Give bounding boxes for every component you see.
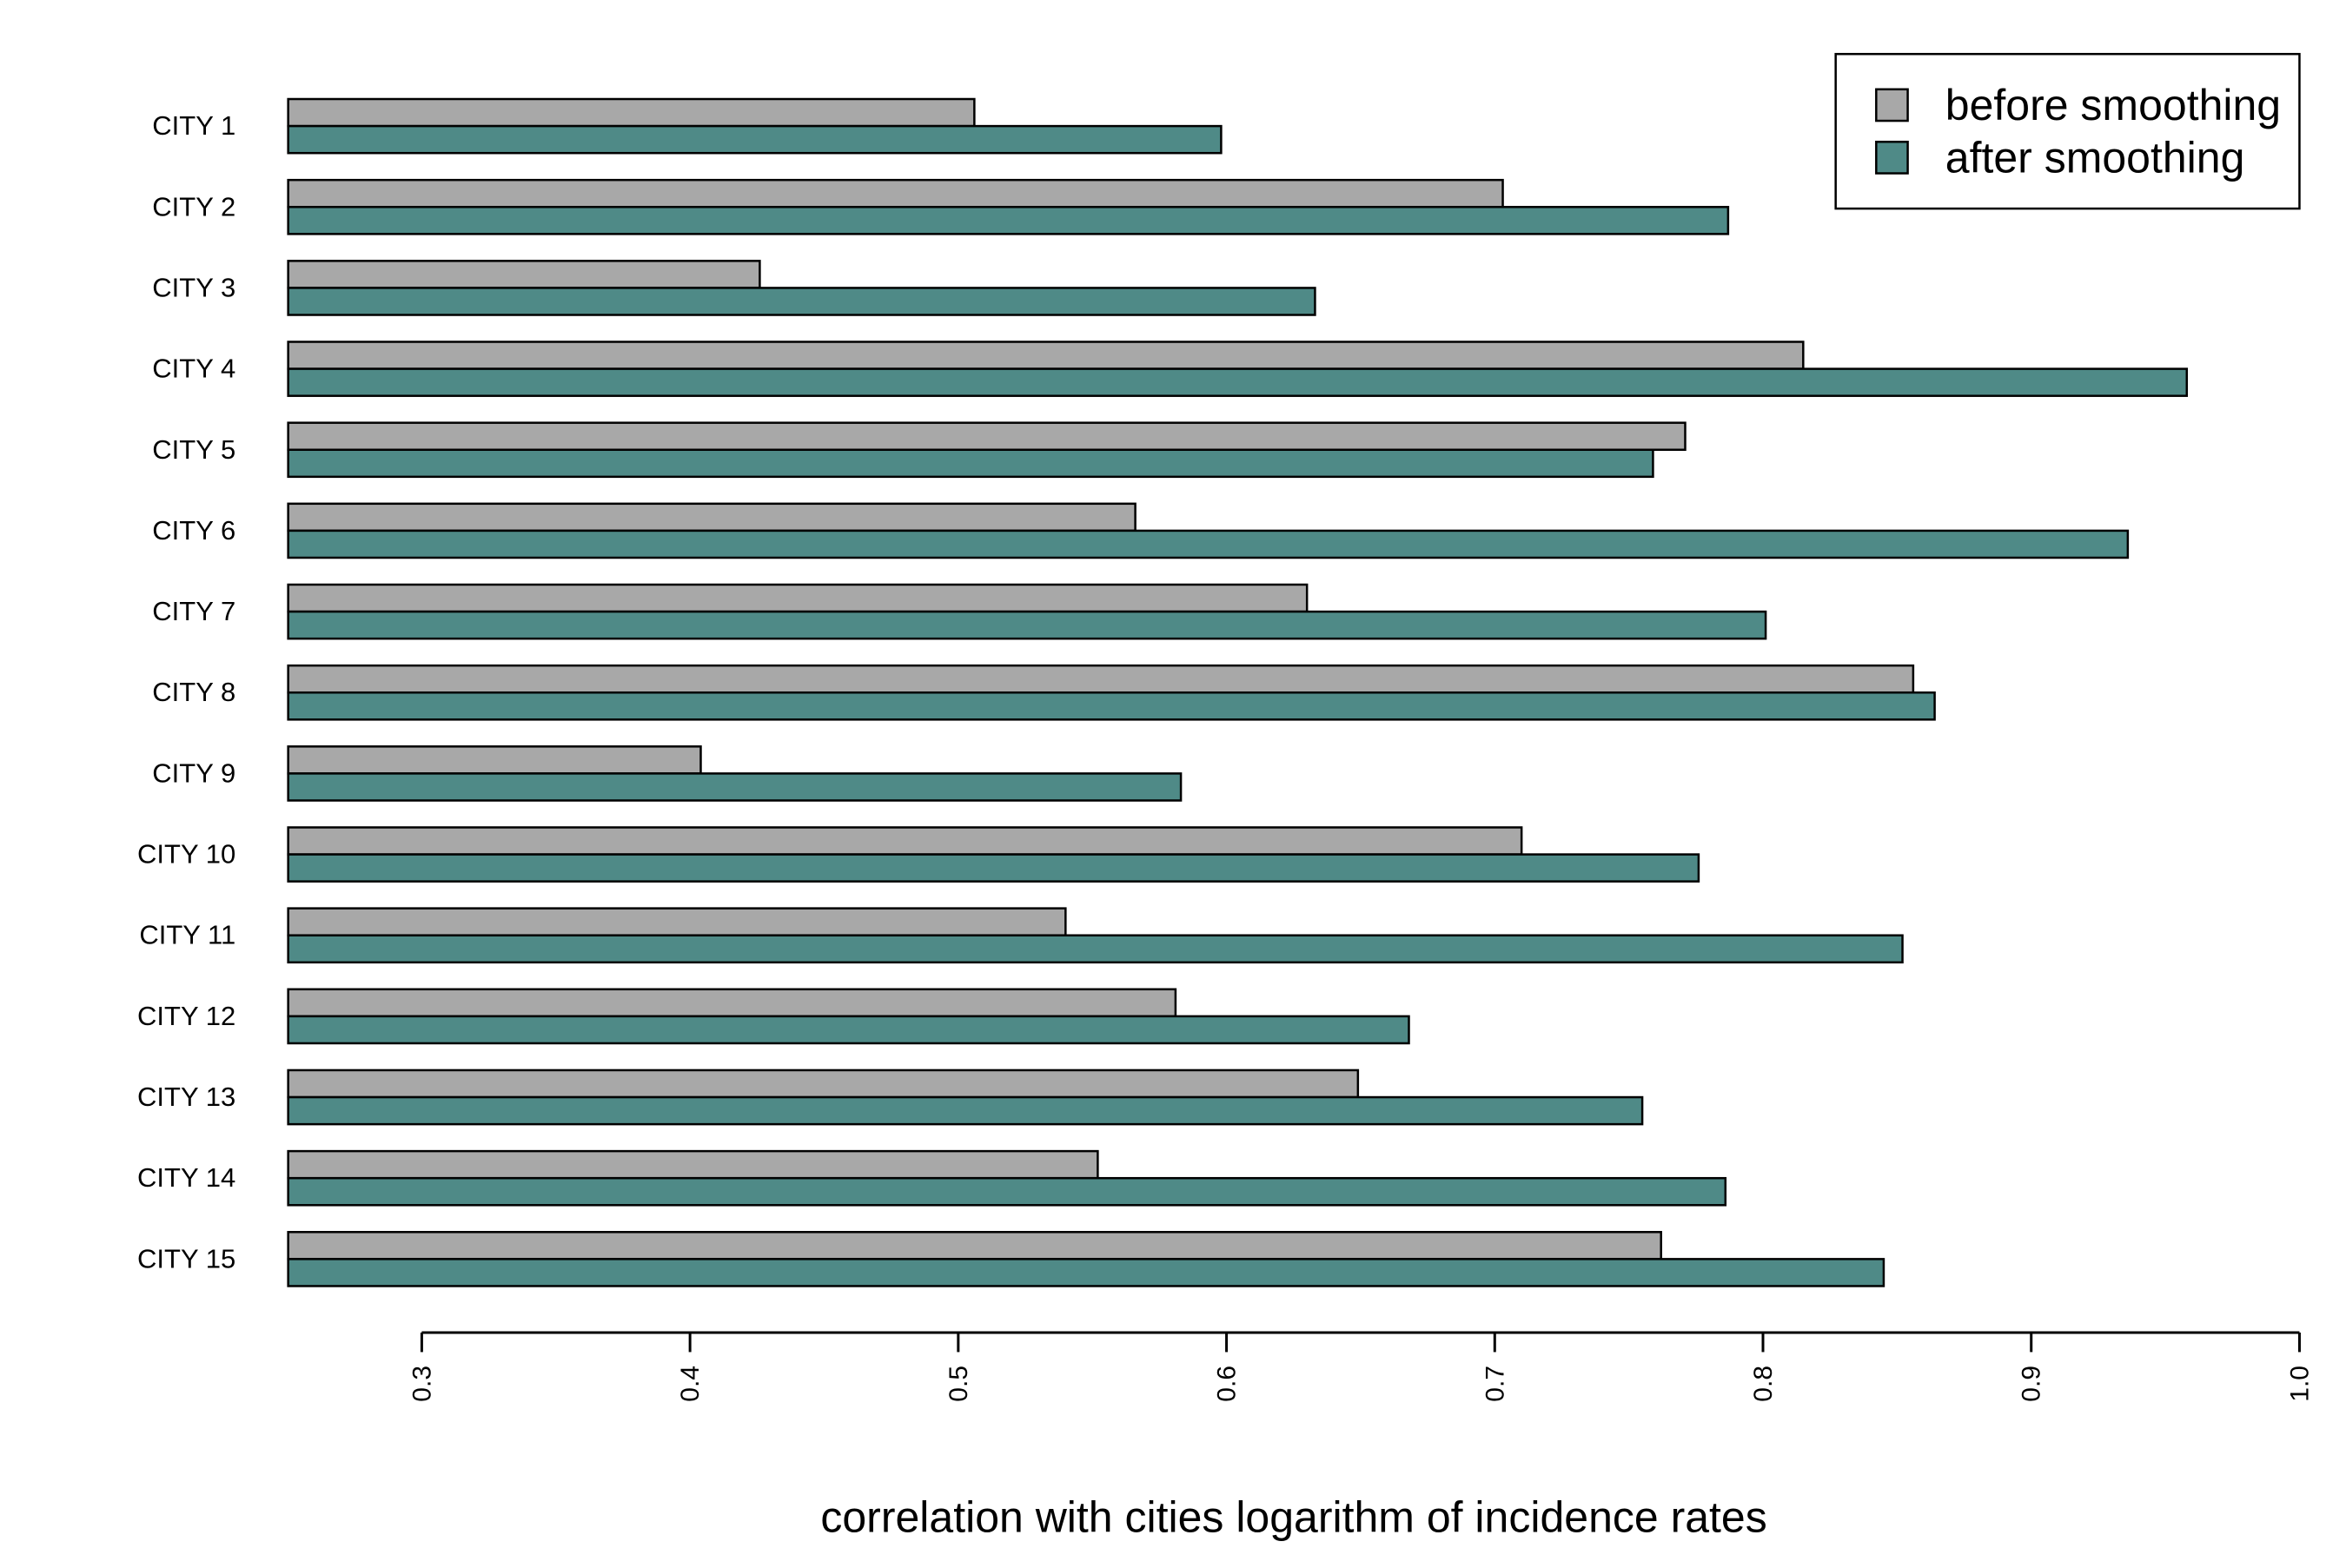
- category-label-city-5: CITY 5: [152, 434, 235, 465]
- bar-city-7-after-smoothing: [287, 610, 1767, 640]
- category-label-city-10: CITY 10: [137, 839, 235, 870]
- category-label-city-15: CITY 15: [137, 1243, 235, 1274]
- bar-city-15-after-smoothing: [287, 1258, 1885, 1287]
- bar-city-3-before-smoothing: [287, 260, 761, 289]
- category-label-city-2: CITY 2: [152, 191, 235, 222]
- bar-city-10-before-smoothing: [287, 826, 1523, 856]
- bar-city-2-after-smoothing: [287, 206, 1730, 235]
- category-label-city-6: CITY 6: [152, 515, 235, 546]
- legend-swatch-before-smoothing: [1875, 88, 1909, 122]
- x-tick-label: 0.9: [2018, 1366, 2046, 1402]
- bar-city-15-before-smoothing: [287, 1231, 1662, 1260]
- category-label-city-4: CITY 4: [152, 354, 235, 384]
- x-tick-label: 0.4: [676, 1366, 705, 1402]
- bar-city-13-after-smoothing: [287, 1095, 1644, 1126]
- x-tick-label: 0.3: [408, 1366, 436, 1402]
- legend: before smoothing after smoothing: [1834, 52, 2301, 210]
- bar-city-8-before-smoothing: [287, 664, 1915, 694]
- bar-city-1-before-smoothing: [287, 97, 976, 128]
- category-label-city-9: CITY 9: [152, 758, 235, 788]
- bar-city-7-before-smoothing: [287, 583, 1309, 613]
- bar-city-5-after-smoothing: [287, 448, 1654, 479]
- category-label-city-8: CITY 8: [152, 677, 235, 707]
- category-label-city-12: CITY 12: [137, 1001, 235, 1031]
- bar-city-13-before-smoothing: [287, 1068, 1360, 1099]
- bar-city-10-after-smoothing: [287, 853, 1700, 883]
- category-label-city-7: CITY 7: [152, 596, 235, 626]
- bar-city-14-before-smoothing: [287, 1149, 1099, 1180]
- category-label-city-14: CITY 14: [137, 1162, 235, 1193]
- x-tick-label: 0.7: [1481, 1366, 1509, 1402]
- bar-city-6-before-smoothing: [287, 502, 1137, 533]
- category-label-city-1: CITY 1: [152, 110, 235, 141]
- x-axis: 0.3 0.4 0.5 0.6 0.7 0.8 0.9 1.0: [408, 1331, 2314, 1402]
- legend-label-after-smoothing: after smoothing: [1945, 133, 2245, 182]
- category-label-city-13: CITY 13: [137, 1082, 235, 1112]
- x-tick-label: 0.6: [1213, 1366, 1242, 1402]
- bar-city-12-after-smoothing: [287, 1015, 1410, 1045]
- bar-city-6-after-smoothing: [287, 529, 2130, 559]
- bar-city-9-after-smoothing: [287, 772, 1183, 802]
- legend-box: [1834, 52, 2301, 210]
- bars-layer: [287, 97, 2189, 1287]
- bar-city-14-after-smoothing: [287, 1176, 1727, 1207]
- legend-label-before-smoothing: before smoothing: [1945, 81, 2281, 129]
- legend-swatch-after-smoothing: [1875, 140, 1909, 175]
- bar-city-8-after-smoothing: [287, 691, 1936, 721]
- category-labels: CITY 1 CITY 2 CITY 3 CITY 4 CITY 5 CITY 6 CITY…: [137, 110, 235, 1274]
- bar-city-9-before-smoothing: [287, 745, 702, 775]
- x-tick-label: 0.8: [1749, 1366, 1778, 1402]
- category-label-city-3: CITY 3: [152, 272, 235, 302]
- bar-city-12-before-smoothing: [287, 988, 1177, 1018]
- bar-city-11-before-smoothing: [287, 907, 1067, 936]
- bar-city-2-before-smoothing: [287, 178, 1504, 208]
- bar-city-4-after-smoothing: [287, 367, 2189, 397]
- bar-city-3-after-smoothing: [287, 287, 1316, 316]
- x-axis-title: correlation with cities logarithm of inc…: [820, 1493, 1766, 1542]
- x-tick-label: 1.0: [2285, 1366, 2314, 1402]
- bar-city-5-before-smoothing: [287, 421, 1687, 452]
- bar-city-11-after-smoothing: [287, 934, 1904, 964]
- category-label-city-11: CITY 11: [139, 920, 235, 950]
- x-tick-label: 0.5: [944, 1366, 973, 1402]
- bar-city-1-after-smoothing: [287, 124, 1223, 155]
- bar-city-4-before-smoothing: [287, 341, 1805, 370]
